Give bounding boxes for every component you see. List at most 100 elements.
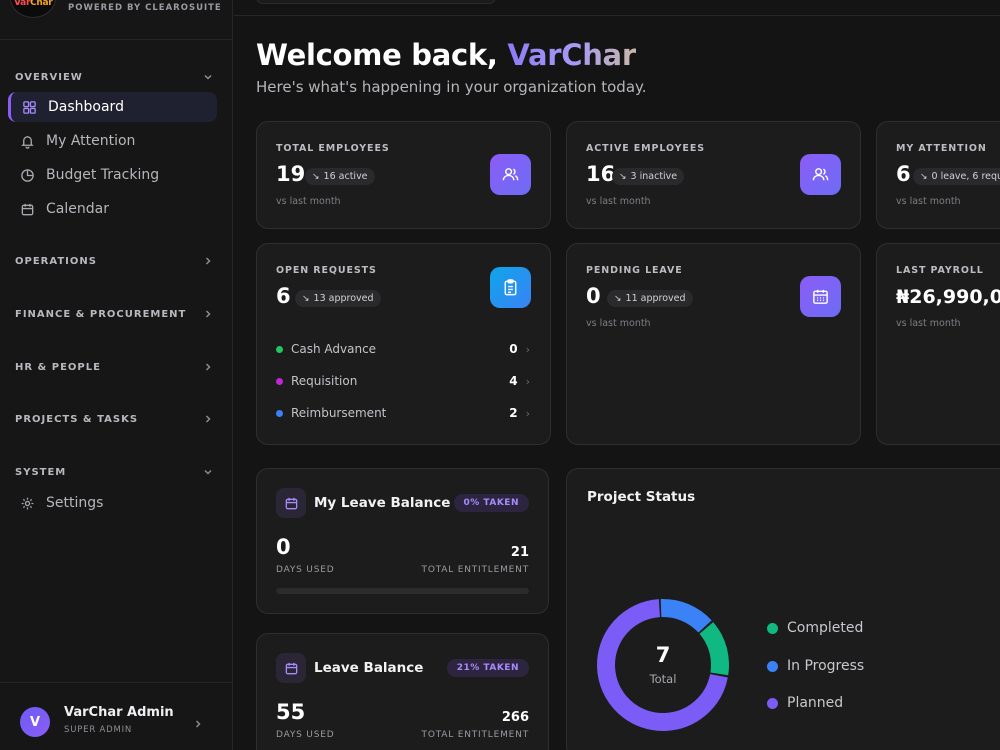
chevron-right-icon — [201, 412, 215, 426]
trend-arrow-icon: ↘ — [920, 171, 928, 182]
sidebar-item-label: My Attention — [46, 133, 136, 149]
status-dot — [276, 345, 283, 353]
donut-total-label: Total — [649, 672, 677, 686]
stat-card-last-payroll[interactable]: LAST PAYROLL ₦26,990,0 vs last month — [876, 243, 1000, 445]
chevron-right-icon: › — [525, 406, 530, 420]
total-entitlement-label: TOTAL ENTITLEMENT — [421, 730, 529, 740]
section-projects-label: PROJECTS & TASKS — [15, 413, 139, 425]
leave-taken-badge: 21% TAKEN — [446, 659, 529, 677]
stat-card-pending-leave[interactable]: PENDING LEAVE 0 ↘ 11 approved vs last mon… — [566, 243, 861, 445]
trend-arrow-icon: ↘ — [619, 171, 627, 182]
legend-completed[interactable]: Completed — [767, 619, 863, 637]
section-finance-procurement[interactable]: FINANCE & PROCUREMENT — [15, 305, 215, 323]
legend-in-progress[interactable]: In Progress — [767, 657, 864, 675]
section-system-label: SYSTEM — [15, 466, 67, 478]
user-name: VarChar Admin — [64, 705, 174, 720]
days-used-label: DAYS USED — [276, 565, 335, 575]
stat-badge: ↘ 0 leave, 6 requ — [913, 168, 1000, 185]
sidebar-item-my-attention[interactable]: My Attention — [8, 126, 217, 156]
donut-segment-planned[interactable] — [597, 599, 729, 731]
grid-icon — [21, 99, 37, 115]
sidebar-item-calendar[interactable]: Calendar — [8, 194, 217, 224]
section-hr-label: HR & PEOPLE — [15, 361, 101, 373]
sidebar: VarChar POWERED BY CLEAROSUITE OVERVIEW … — [0, 0, 233, 750]
sidebar-item-budget-tracking[interactable]: Budget Tracking — [8, 160, 217, 190]
search-input[interactable] — [256, 0, 496, 4]
legend-label: Planned — [787, 695, 844, 711]
request-row-cash-advance[interactable]: Cash Advance 0 › — [276, 340, 530, 358]
leave-card-title: My Leave Balance — [314, 495, 451, 511]
days-used-label: DAYS USED — [276, 730, 335, 740]
user-role: SUPER ADMIN — [64, 725, 133, 735]
sidebar-item-label: Dashboard — [48, 99, 124, 115]
trend-arrow-icon: ↘ — [614, 293, 622, 304]
clipboard-icon — [490, 267, 531, 308]
legend-label: In Progress — [787, 658, 865, 674]
section-operations[interactable]: OPERATIONS — [15, 252, 215, 270]
trend-arrow-icon: ↘ — [312, 171, 320, 182]
stat-badge: ↘ 3 inactive — [612, 168, 685, 185]
section-operations-label: OPERATIONS — [15, 255, 97, 267]
section-system[interactable]: SYSTEM — [15, 463, 215, 481]
section-overview-label: OVERVIEW — [15, 71, 83, 83]
request-count: 4 — [509, 374, 518, 388]
stat-card-total-employees[interactable]: TOTAL EMPLOYEES 19 ↘ 16 active vs last mo… — [256, 121, 551, 229]
gear-icon — [19, 495, 35, 511]
leave-card-my-leave-balance[interactable]: My Leave Balance 0% TAKEN 0 DAYS USED 21… — [256, 468, 549, 614]
stat-label: MY ATTENTION — [896, 143, 987, 154]
page-title: Welcome back, VarChar — [256, 38, 636, 72]
user-profile[interactable]: V VarChar Admin SUPER ADMIN — [0, 682, 233, 750]
stat-card-active-employees[interactable]: ACTIVE EMPLOYEES 16 ↘ 3 inactive vs last … — [566, 121, 861, 229]
stat-label: OPEN REQUESTS — [276, 265, 377, 276]
section-projects-tasks[interactable]: PROJECTS & TASKS — [15, 410, 215, 428]
stat-value: 6 — [276, 284, 291, 308]
users-icon — [800, 154, 841, 195]
donut-segment-in-progress[interactable] — [597, 599, 729, 731]
chevron-right-icon — [201, 307, 215, 321]
leave-card-leave-balance[interactable]: Leave Balance 21% TAKEN 55 DAYS USED 266… — [256, 633, 549, 750]
page-subtitle: Here's what's happening in your organiza… — [256, 78, 647, 96]
chevron-down-icon — [201, 70, 215, 84]
section-overview[interactable]: OVERVIEW — [15, 68, 215, 86]
chevron-right-icon — [201, 254, 215, 268]
stat-label: LAST PAYROLL — [896, 265, 984, 276]
donut-total-value: 7 — [655, 643, 671, 667]
sidebar-item-settings[interactable]: Settings — [8, 488, 217, 518]
legend-dot — [767, 660, 778, 672]
chevron-down-icon — [201, 465, 215, 479]
chevron-right-icon — [201, 360, 215, 374]
brand-header: VarChar POWERED BY CLEAROSUITE — [0, 0, 233, 40]
chevron-right-icon — [192, 715, 204, 734]
section-finance-label: FINANCE & PROCUREMENT — [15, 308, 187, 320]
legend-planned[interactable]: Planned — [767, 694, 843, 712]
legend-dot — [767, 697, 778, 709]
section-hr-people[interactable]: HR & PEOPLE — [15, 358, 215, 376]
request-row-requisition[interactable]: Requisition 4 › — [276, 372, 530, 390]
request-row-reimbursement[interactable]: Reimbursement 2 › — [276, 404, 530, 422]
calendar-icon — [19, 201, 35, 217]
total-entitlement-label: TOTAL ENTITLEMENT — [421, 565, 529, 575]
sidebar-item-label: Budget Tracking — [46, 167, 160, 183]
chevron-right-icon: › — [525, 374, 530, 388]
leave-card-title: Leave Balance — [314, 660, 424, 676]
stat-card-my-attention[interactable]: MY ATTENTION 6 ↘ 0 leave, 6 requ vs last … — [876, 121, 1000, 229]
stat-card-open-requests[interactable]: OPEN REQUESTS 6 ↘ 13 approved Cash Advanc… — [256, 243, 551, 445]
request-label: Reimbursement — [291, 406, 387, 420]
status-dot — [276, 409, 283, 417]
avatar: V — [20, 707, 50, 737]
status-dot — [276, 377, 283, 385]
sidebar-item-dashboard[interactable]: Dashboard — [8, 92, 217, 122]
stat-sub: vs last month — [896, 196, 961, 207]
stat-label: PENDING LEAVE — [586, 265, 683, 276]
trend-arrow-icon: ↘ — [302, 293, 310, 304]
stat-badge: ↘ 13 approved — [295, 290, 381, 307]
stat-value: 19 — [276, 162, 306, 186]
chevron-right-icon: › — [525, 342, 530, 356]
leave-progress-bar — [276, 588, 529, 594]
bell-icon — [19, 133, 35, 149]
sidebar-item-label: Calendar — [46, 201, 109, 217]
top-bar — [234, 0, 1000, 16]
legend-label: Completed — [787, 620, 864, 636]
stat-label: TOTAL EMPLOYEES — [276, 143, 390, 154]
donut-segment-completed[interactable] — [597, 599, 729, 731]
